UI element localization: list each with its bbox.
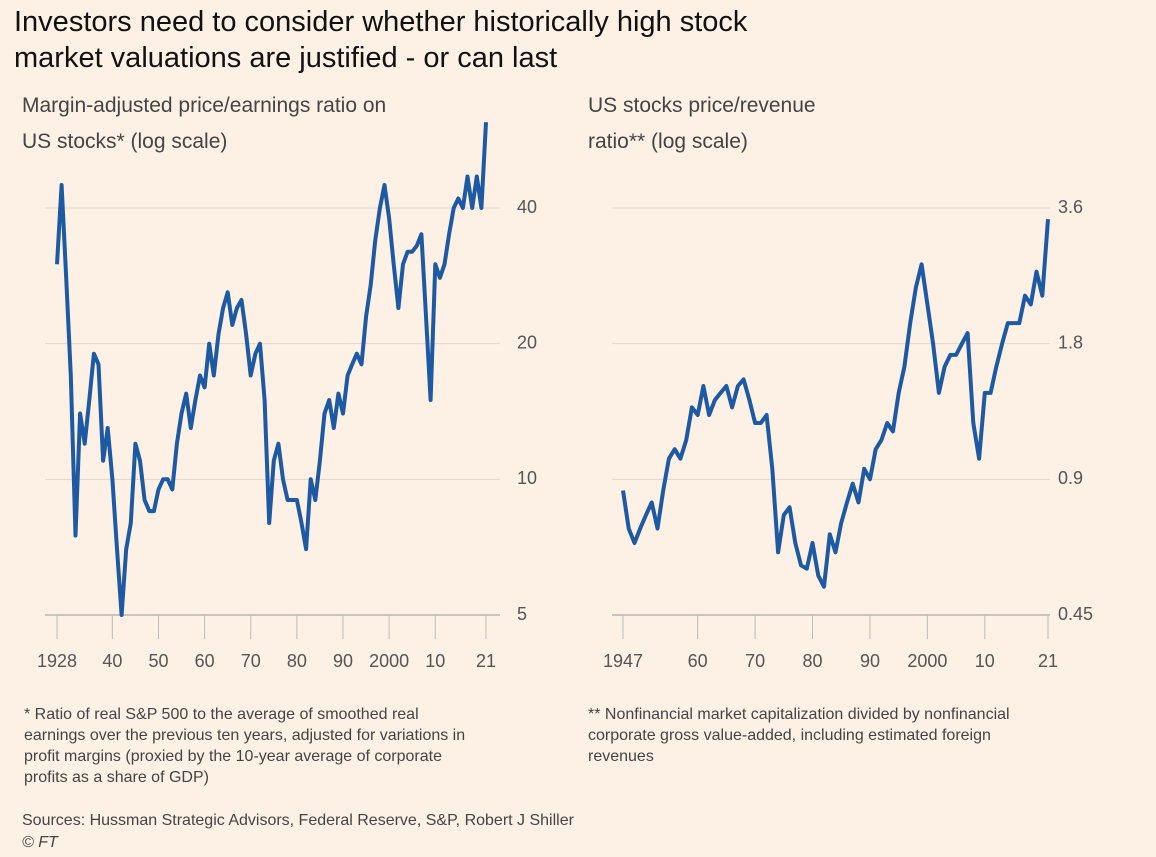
title: Investors need to consider whether histo…: [14, 6, 748, 74]
x-tick-label: 80: [803, 651, 823, 671]
source: Sources: Hussman Strategic Advisors, Fed…: [22, 812, 574, 829]
x-tick-label: 50: [148, 651, 168, 671]
y-tick-label: 0.9: [1058, 468, 1083, 488]
x-tick-label: 60: [195, 651, 215, 671]
chart-title: Margin-adjusted price/earnings ratio on …: [22, 94, 387, 153]
y-tick-label: 20: [517, 332, 537, 352]
data-line: [55, 122, 488, 617]
x-tick-label: 90: [860, 651, 880, 671]
x-tick-label: 10: [425, 651, 445, 671]
y-tick-label: 3.6: [1058, 197, 1083, 217]
chart-title: US stocks price/revenue ratio** (log sca…: [588, 94, 816, 153]
x-tick-label: 90: [333, 651, 353, 671]
y-tick-label: 10: [517, 468, 537, 488]
footnote: ** Nonfinancial market capitalization di…: [588, 706, 1010, 765]
x-tick-label: 1947: [603, 651, 643, 671]
x-tick-label: 21: [1038, 651, 1058, 671]
data-line: [621, 219, 1050, 589]
x-tick-label: 10: [975, 651, 995, 671]
x-tick-label: 80: [287, 651, 307, 671]
x-tick-label: 21: [476, 651, 496, 671]
x-tick-label: 70: [745, 651, 765, 671]
x-tick-label: 2000: [369, 651, 409, 671]
x-tick-label: 40: [102, 651, 122, 671]
x-tick-label: 1928: [37, 651, 77, 671]
x-tick-label: 2000: [907, 651, 947, 671]
credit: © FT: [22, 834, 58, 851]
y-tick-label: 5: [517, 604, 527, 624]
y-tick-label: 40: [517, 197, 537, 217]
x-tick-label: 70: [241, 651, 261, 671]
y-tick-label: 0.45: [1058, 604, 1093, 624]
y-tick-label: 1.8: [1058, 332, 1083, 352]
footnote: * Ratio of real S&P 500 to the average o…: [24, 706, 466, 786]
x-tick-label: 60: [688, 651, 708, 671]
